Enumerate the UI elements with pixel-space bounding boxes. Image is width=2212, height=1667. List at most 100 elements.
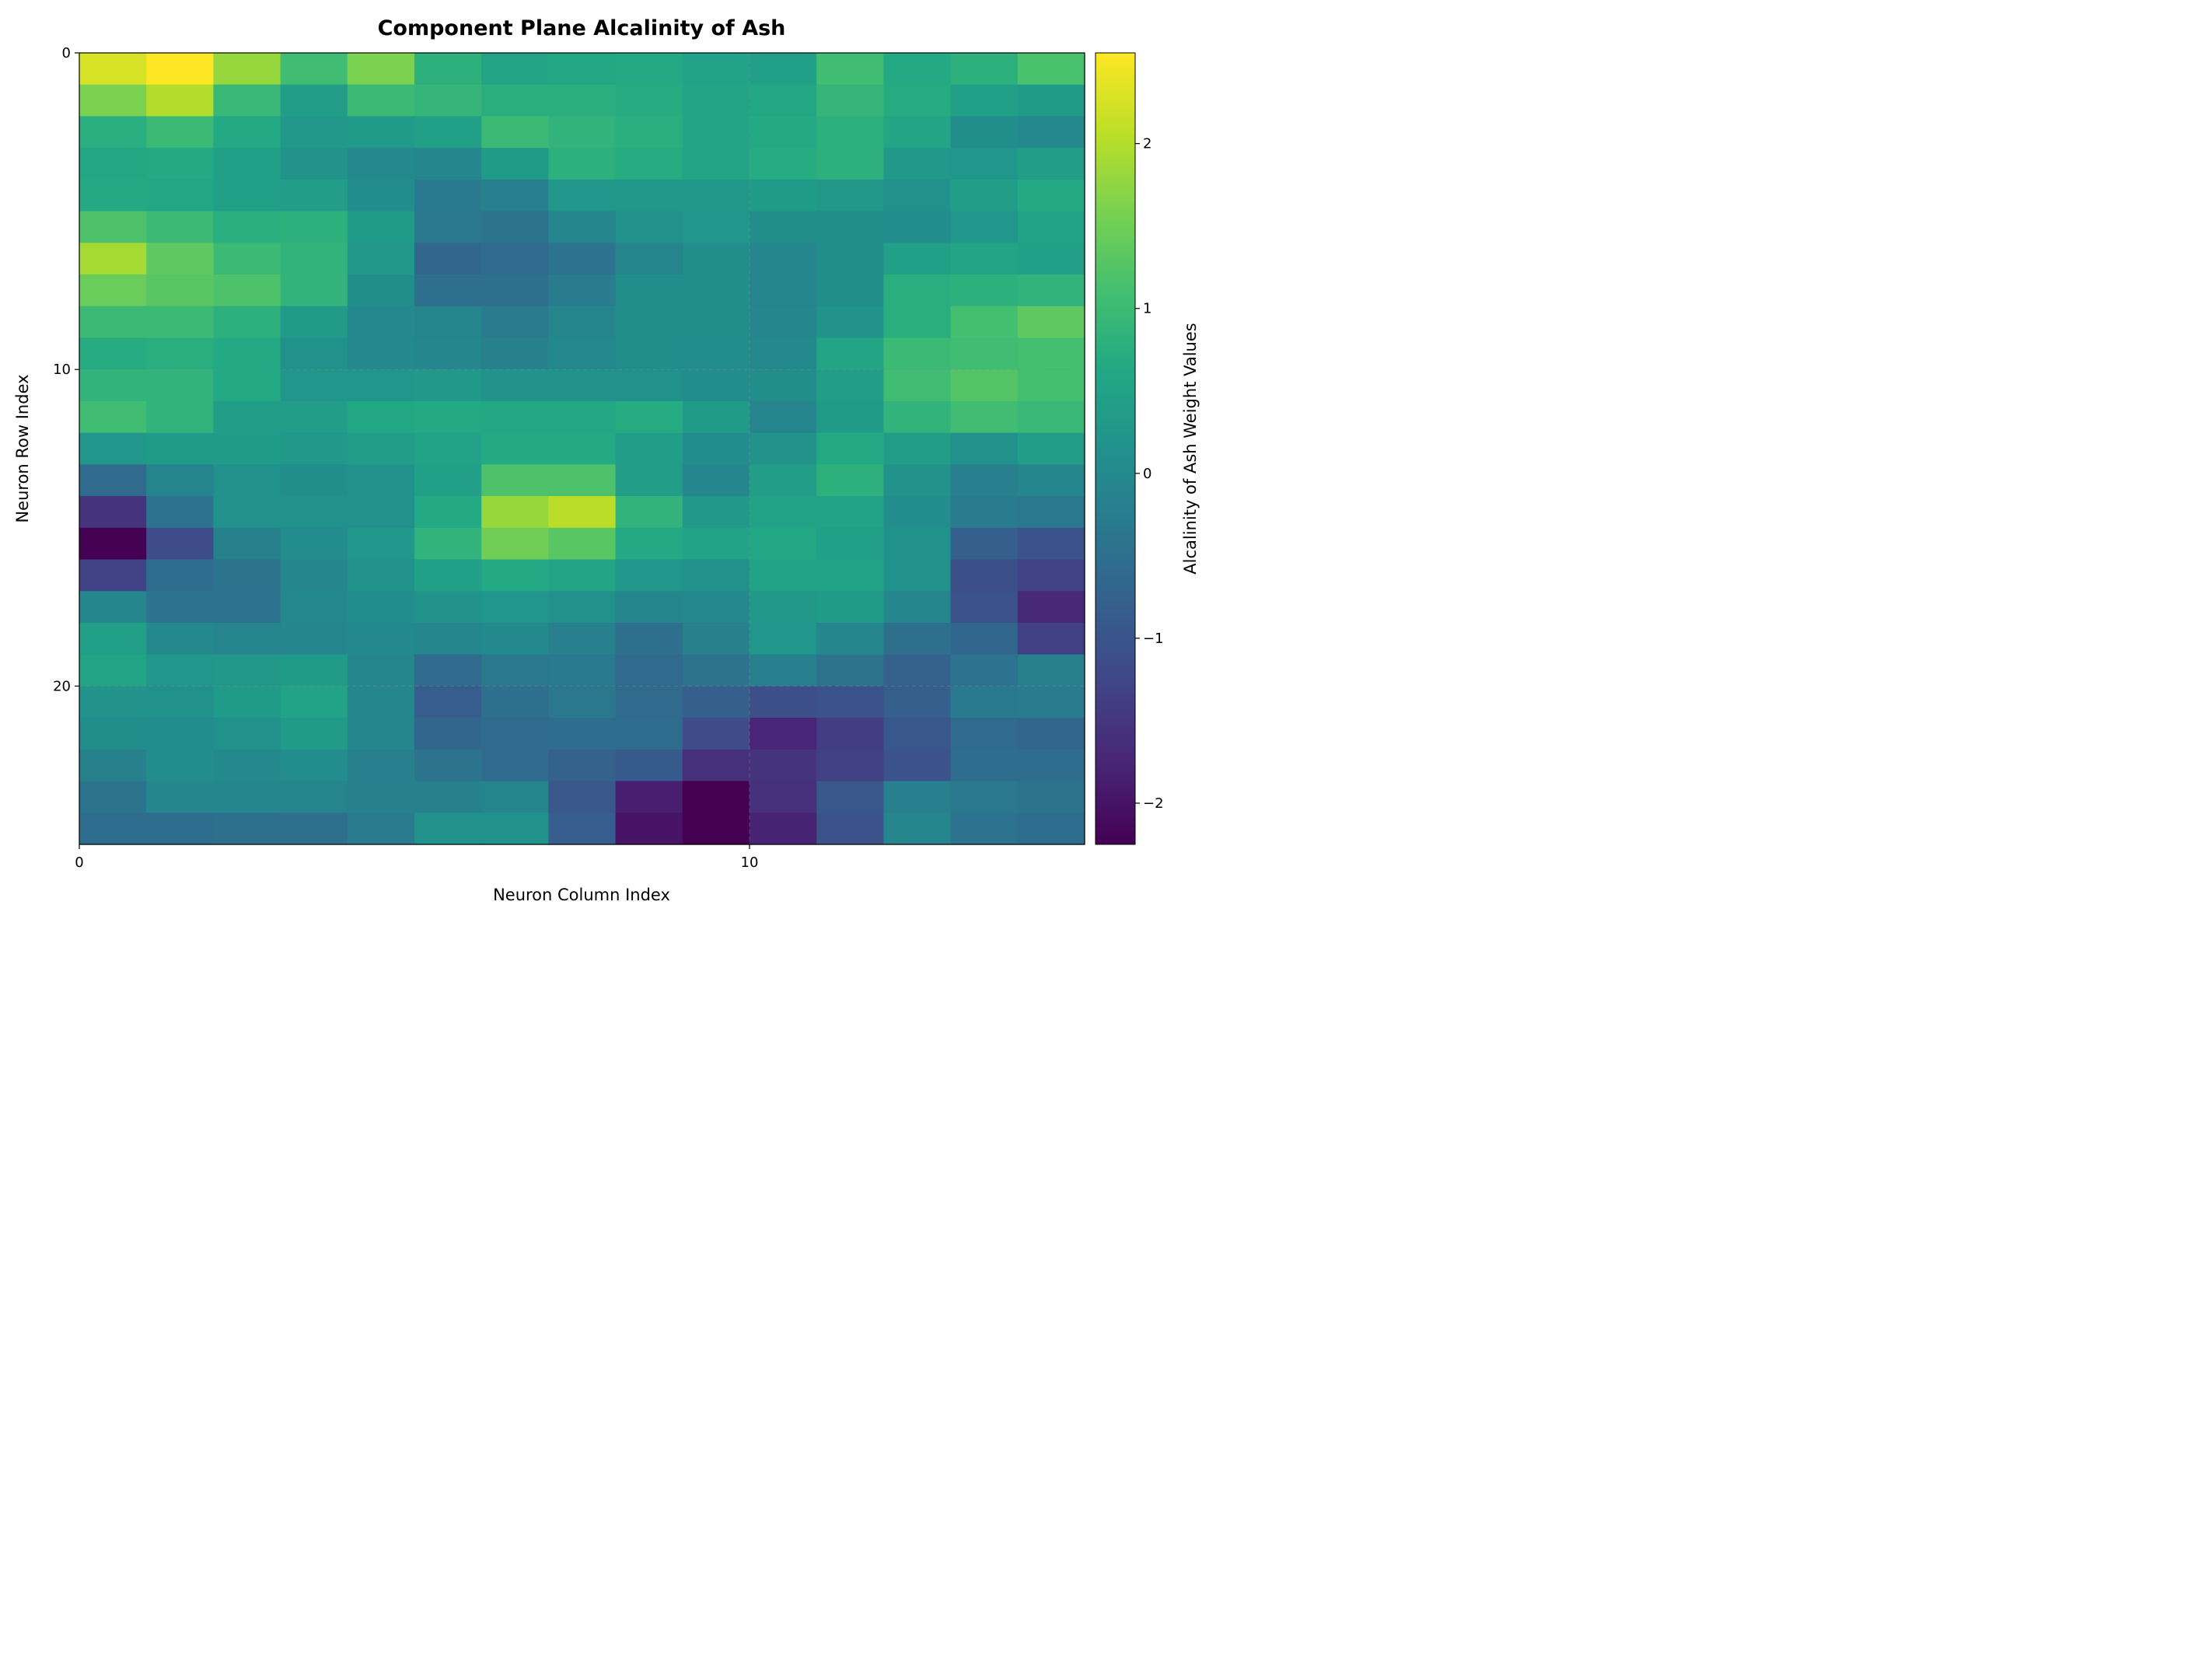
y-tick-label: 0 — [62, 45, 71, 61]
heatmap-cell — [682, 274, 750, 307]
heatmap-cell — [481, 718, 549, 750]
heatmap-cell — [280, 432, 348, 465]
heatmap-cell — [1017, 749, 1085, 782]
heatmap-cell — [750, 527, 817, 561]
heatmap-cell — [280, 781, 348, 813]
heatmap-cell — [213, 179, 281, 212]
heatmap-cell — [414, 559, 482, 592]
heatmap-cell — [347, 337, 415, 370]
heatmap-cell — [682, 496, 750, 529]
heatmap-cell — [280, 527, 348, 561]
heatmap-cell — [816, 813, 884, 845]
heatmap-cell — [347, 243, 415, 275]
heatmap-cell — [883, 400, 952, 434]
heatmap-cell — [79, 749, 147, 782]
heatmap-cell — [481, 813, 549, 845]
heatmap-cell — [347, 464, 415, 497]
heatmap-cell — [280, 813, 348, 845]
heatmap-cell — [615, 306, 683, 339]
heatmap-cell — [615, 84, 683, 117]
heatmap-cell — [280, 179, 348, 212]
heatmap-cell — [1017, 211, 1085, 243]
heatmap-cell — [615, 400, 683, 434]
heatmap-cell — [414, 432, 482, 465]
heatmap-cell — [816, 116, 884, 149]
heatmap-cell — [816, 749, 884, 782]
heatmap-cell — [481, 243, 549, 275]
heatmap-cell — [950, 622, 1019, 655]
heatmap-cell — [414, 654, 482, 687]
heatmap-cell — [883, 781, 952, 813]
heatmap-cell — [79, 813, 147, 845]
heatmap-cell — [79, 116, 147, 149]
heatmap-cell — [950, 813, 1019, 845]
heatmap-cell — [213, 148, 281, 180]
heatmap-cell — [280, 306, 348, 339]
heatmap-cell — [280, 400, 348, 434]
heatmap-cell — [414, 527, 482, 561]
heatmap-cell — [548, 274, 617, 307]
heatmap-cell — [548, 211, 617, 243]
heatmap-cell — [615, 243, 683, 275]
heatmap-cell — [548, 243, 617, 275]
heatmap-cell — [950, 749, 1019, 782]
colorbar — [1095, 52, 1136, 845]
y-axis-label: Neuron Row Index — [13, 374, 32, 522]
heatmap-cell — [950, 274, 1019, 307]
colorbar-label: Alcalinity of Ash Weight Values — [1181, 323, 1200, 574]
heatmap-cell — [414, 686, 482, 718]
heatmap-cell — [816, 243, 884, 275]
heatmap-cell — [280, 591, 348, 624]
heatmap-cell — [79, 781, 147, 813]
heatmap-cell — [280, 464, 348, 497]
heatmap-cell — [347, 84, 415, 117]
heatmap-cell — [816, 464, 884, 497]
heatmap-cell — [481, 84, 549, 117]
heatmap-cell — [750, 306, 817, 339]
heatmap-cell — [414, 749, 482, 782]
heatmap-cell — [682, 749, 750, 782]
heatmap-cell — [883, 148, 952, 180]
heatmap-cells — [79, 53, 1085, 845]
heatmap-cell — [883, 686, 952, 718]
heatmap-cell — [750, 749, 817, 782]
heatmap-cell — [816, 781, 884, 813]
heatmap-cell — [481, 116, 549, 149]
heatmap-cell — [213, 432, 281, 465]
colorbar-tick-label: −1 — [1143, 631, 1164, 647]
heatmap-cell — [280, 116, 348, 149]
heatmap-cell — [414, 369, 482, 402]
heatmap-cell — [1017, 179, 1085, 212]
heatmap-cell — [347, 116, 415, 149]
heatmap-cell — [414, 179, 482, 212]
y-tick-label: 10 — [53, 362, 71, 378]
heatmap-cell — [615, 369, 683, 402]
heatmap-cell — [548, 654, 617, 687]
heatmap-cell — [481, 781, 549, 813]
heatmap-cell — [1017, 306, 1085, 339]
heatmap-cell — [1017, 148, 1085, 180]
heatmap-cell — [213, 591, 281, 624]
heatmap-cell — [1017, 116, 1085, 149]
heatmap-cell — [1017, 243, 1085, 275]
heatmap-cell — [883, 559, 952, 592]
heatmap-cell — [883, 274, 952, 307]
heatmap-cell — [481, 591, 549, 624]
heatmap-cell — [883, 211, 952, 243]
heatmap-cell — [883, 432, 952, 465]
heatmap-cell — [682, 464, 750, 497]
heatmap-cell — [414, 53, 482, 86]
heatmap-cell — [347, 211, 415, 243]
heatmap-cell — [548, 306, 617, 339]
heatmap-cell — [682, 337, 750, 370]
heatmap-cell — [1017, 84, 1085, 117]
y-tick-label: 20 — [53, 678, 71, 694]
heatmap-cell — [146, 781, 214, 813]
heatmap-cell — [280, 654, 348, 687]
heatmap-cell — [750, 243, 817, 275]
heatmap-cell — [750, 116, 817, 149]
heatmap-cell — [213, 622, 281, 655]
heatmap-cell — [548, 432, 617, 465]
heatmap-cell — [682, 369, 750, 402]
heatmap-cell — [750, 686, 817, 718]
